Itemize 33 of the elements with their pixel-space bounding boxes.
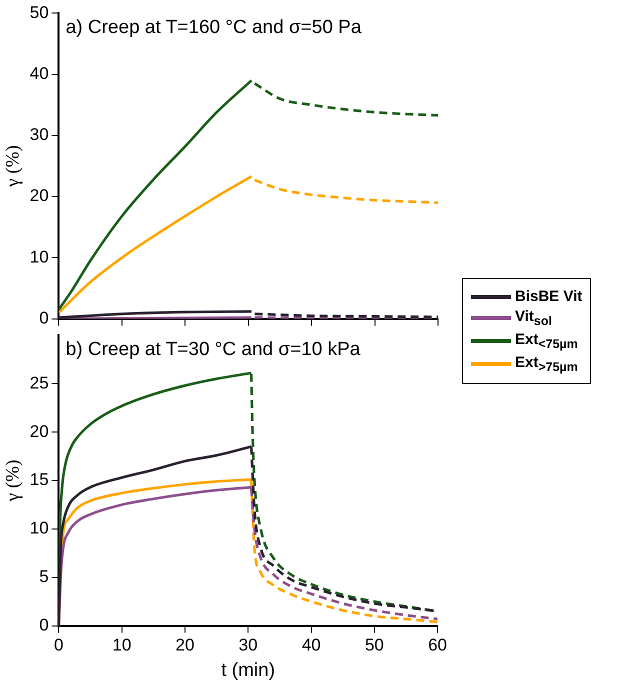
line-series <box>58 175 253 314</box>
y-tick-label: 50 <box>30 2 49 22</box>
y-tick-label: 0 <box>39 308 49 328</box>
y-tick-label: 5 <box>39 567 49 586</box>
y-tick-label: 10 <box>30 518 49 538</box>
legend-label: Ext$_{>75µm}$ <box>515 354 578 374</box>
y-axis-title: γ (%) <box>2 145 24 188</box>
line-series <box>253 82 438 117</box>
y-tick-label: 25 <box>30 373 49 392</box>
y-tick-label: 20 <box>30 186 49 206</box>
x-tick-label: 10 <box>112 636 132 655</box>
legend-label: BisBE Vit <box>515 288 582 305</box>
x-tick-label: 30 <box>238 636 258 655</box>
y-tick-label: 0 <box>39 615 49 634</box>
x-tick-label: 50 <box>364 636 384 655</box>
y-tick-label: 20 <box>30 422 49 441</box>
x-axis-title: t (min) <box>221 660 276 681</box>
x-tick-label: 60 <box>428 636 448 655</box>
line-series <box>58 310 253 319</box>
x-tick-label: 0 <box>54 636 64 655</box>
x-tick-label: 20 <box>176 636 194 655</box>
y-axis-title: γ (%) <box>2 460 24 502</box>
line-series <box>253 178 438 204</box>
y-tick-label: 40 <box>30 64 49 84</box>
y-tick-label: 30 <box>30 125 49 144</box>
x-tick-label: 40 <box>302 636 321 655</box>
legend-label: Ext$_{<75µm}$ <box>515 331 578 351</box>
y-tick-label: 15 <box>30 470 49 490</box>
chart-title: a) Creep at T=160 °C and σ=50 Pa <box>66 16 362 38</box>
y-tick-label: 10 <box>30 247 49 266</box>
line-series <box>58 79 253 311</box>
legend-label: Vit$_{sol}$ <box>515 308 552 328</box>
chart-title: b) Creep at T=30 °C and σ=10 kPa <box>66 338 361 360</box>
